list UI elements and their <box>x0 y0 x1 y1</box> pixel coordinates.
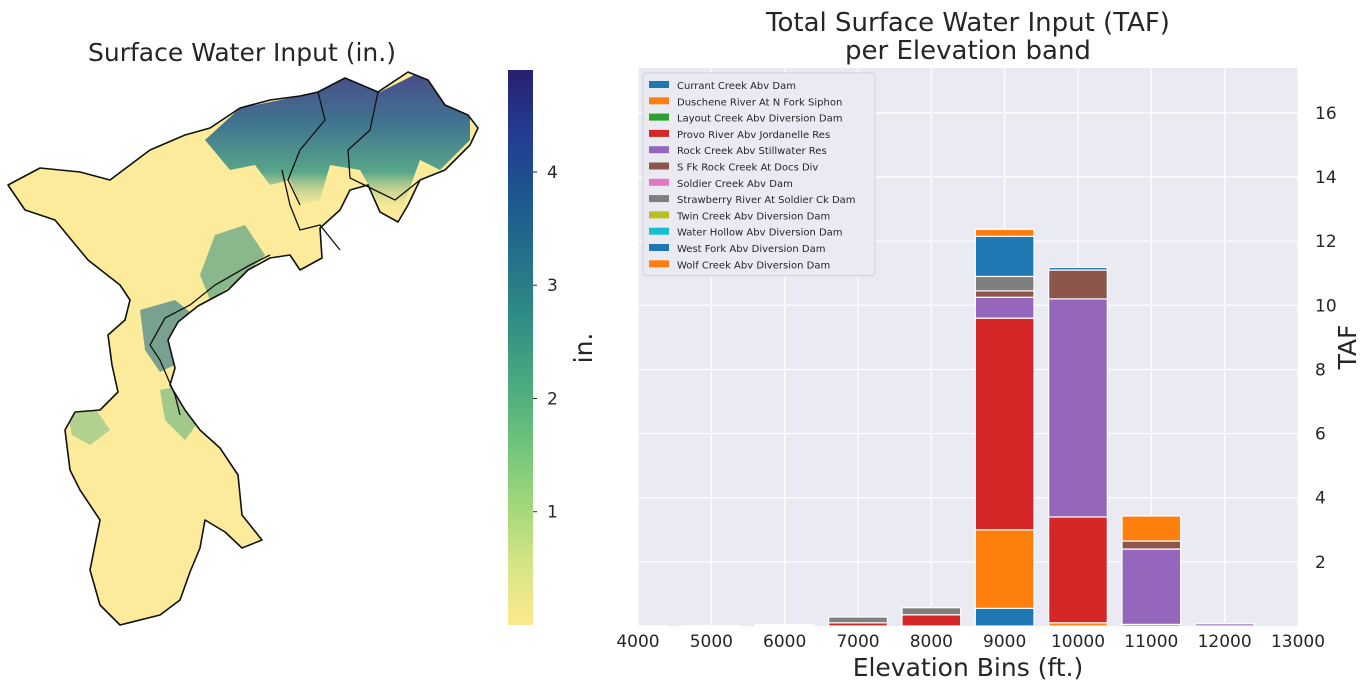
legend-swatch <box>649 195 669 203</box>
y-tick-label: 2 <box>1315 553 1326 573</box>
legend-swatch <box>649 146 669 154</box>
y-tick-label: 10 <box>1315 296 1337 316</box>
watershed-map: 1 2 3 4 in. <box>7 70 598 626</box>
legend-swatch <box>649 244 669 251</box>
x-tick-label: 6000 <box>763 632 806 652</box>
bar-segment <box>754 624 815 626</box>
y-axis-label: TAF <box>1333 325 1362 371</box>
legend-swatch <box>649 178 669 186</box>
chart-subtitle: per Elevation band <box>845 36 1091 66</box>
basin-outline <box>7 71 479 626</box>
colorbar-tick-label: 2 <box>547 389 558 409</box>
x-tick-label: 8000 <box>910 632 953 652</box>
bar-segment <box>901 607 962 616</box>
bar-segment <box>828 616 888 624</box>
basin-fill <box>8 72 478 625</box>
x-tick-label: 11000 <box>1124 632 1178 652</box>
bars <box>608 228 1255 627</box>
legend-swatch <box>649 129 669 137</box>
legend-entry: Strawberry River At Soldier Ck Dam <box>677 195 856 206</box>
legend-entry: Water Hollow Abv Diversion Dam <box>677 228 843 239</box>
bar-segment <box>974 317 1035 531</box>
x-axis-label: Elevation Bins (ft.) <box>853 653 1084 682</box>
bar-segment <box>1048 622 1108 627</box>
colorbar-label: in. <box>569 333 598 364</box>
legend-swatch <box>649 260 669 268</box>
legend-entry: West Fork Abv Diversion Dam <box>677 244 826 255</box>
legend-entry: Provo River Abv Jordanelle Res <box>677 130 830 141</box>
bar-segment <box>974 228 1035 237</box>
plot-area <box>638 68 1298 626</box>
y-axis-ticks: 2 4 6 8 10 12 14 16 <box>1315 104 1337 573</box>
legend-swatch <box>649 81 669 88</box>
legend-entry: Twin Creek Abv Diversion Dam <box>676 211 830 222</box>
x-axis-ticks: 4000 5000 6000 7000 8000 9000 10000 11000 12000 1… <box>616 632 1325 652</box>
bar-segment <box>1194 623 1255 627</box>
legend-entry: Rock Creek Abv Stillwater Res <box>677 146 827 157</box>
bar-segment <box>1121 515 1182 542</box>
x-tick-label: 9000 <box>983 632 1026 652</box>
grid <box>637 68 1299 626</box>
legend-box <box>642 72 876 277</box>
legend-entry: Layout Creek Abv Diversion Dam <box>677 114 842 125</box>
subbasin-boundaries <box>149 91 421 416</box>
bar-segment <box>1048 266 1108 271</box>
y-tick-label: 14 <box>1315 168 1337 188</box>
bar-segment <box>974 290 1035 298</box>
legend-swatch <box>649 113 669 121</box>
bar-segment <box>974 275 1035 292</box>
y-tick-label: 6 <box>1315 425 1326 445</box>
legend-entry: S Fk Rock Creek At Docs Div <box>677 163 818 174</box>
chart-title: Total Surface Water Input (TAF) <box>766 8 1170 38</box>
x-tick-label: 12000 <box>1198 632 1252 652</box>
legend-swatch <box>649 227 669 235</box>
bar-segment <box>974 296 1035 319</box>
x-tick-label: 10000 <box>1051 632 1105 652</box>
legend: Currant Creek Abv Dam Duschene River At N… <box>642 72 876 277</box>
bar-segment <box>974 607 1035 627</box>
high-input-areas <box>68 72 470 445</box>
bar-segment <box>1048 269 1108 300</box>
bar-segment <box>828 622 888 627</box>
legend-swatch <box>649 162 669 170</box>
colorbar <box>508 70 533 625</box>
bar-segment <box>901 614 962 627</box>
legend-swatch <box>649 211 669 219</box>
colorbar-tick-label: 1 <box>547 503 558 523</box>
y-tick-label: 8 <box>1315 360 1326 380</box>
x-tick-label: 7000 <box>836 632 879 652</box>
bar-segment <box>1121 540 1182 550</box>
colorbar-tick-label: 3 <box>547 276 558 296</box>
legend-entry: Duschene River At N Fork Siphon <box>677 97 842 108</box>
bar-segment <box>974 235 1035 278</box>
y-tick-label: 4 <box>1315 489 1326 509</box>
colorbar-tick-label: 4 <box>547 163 558 183</box>
y-tick-label: 12 <box>1315 232 1337 252</box>
colorbar-ticks: 1 2 3 4 <box>533 163 558 523</box>
bar-segment <box>1048 298 1108 518</box>
bar-segment <box>1121 623 1182 627</box>
bar-segment <box>1048 516 1108 624</box>
x-tick-label: 13000 <box>1271 632 1325 652</box>
legend-entry: Wolf Creek Abv Diversion Dam <box>677 260 830 271</box>
legend-entry: Soldier Creek Abv Dam <box>677 179 793 190</box>
basin-map <box>7 71 479 626</box>
legend-swatch <box>649 97 669 105</box>
legend-entry: Currant Creek Abv Dam <box>677 81 796 92</box>
bar-segment <box>754 624 815 627</box>
map-title: Surface Water Input (in.) <box>88 38 396 67</box>
bar-segment <box>974 529 1035 609</box>
y-tick-label: 16 <box>1315 104 1337 124</box>
bar-segment <box>1121 548 1182 625</box>
x-tick-label: 5000 <box>690 632 733 652</box>
